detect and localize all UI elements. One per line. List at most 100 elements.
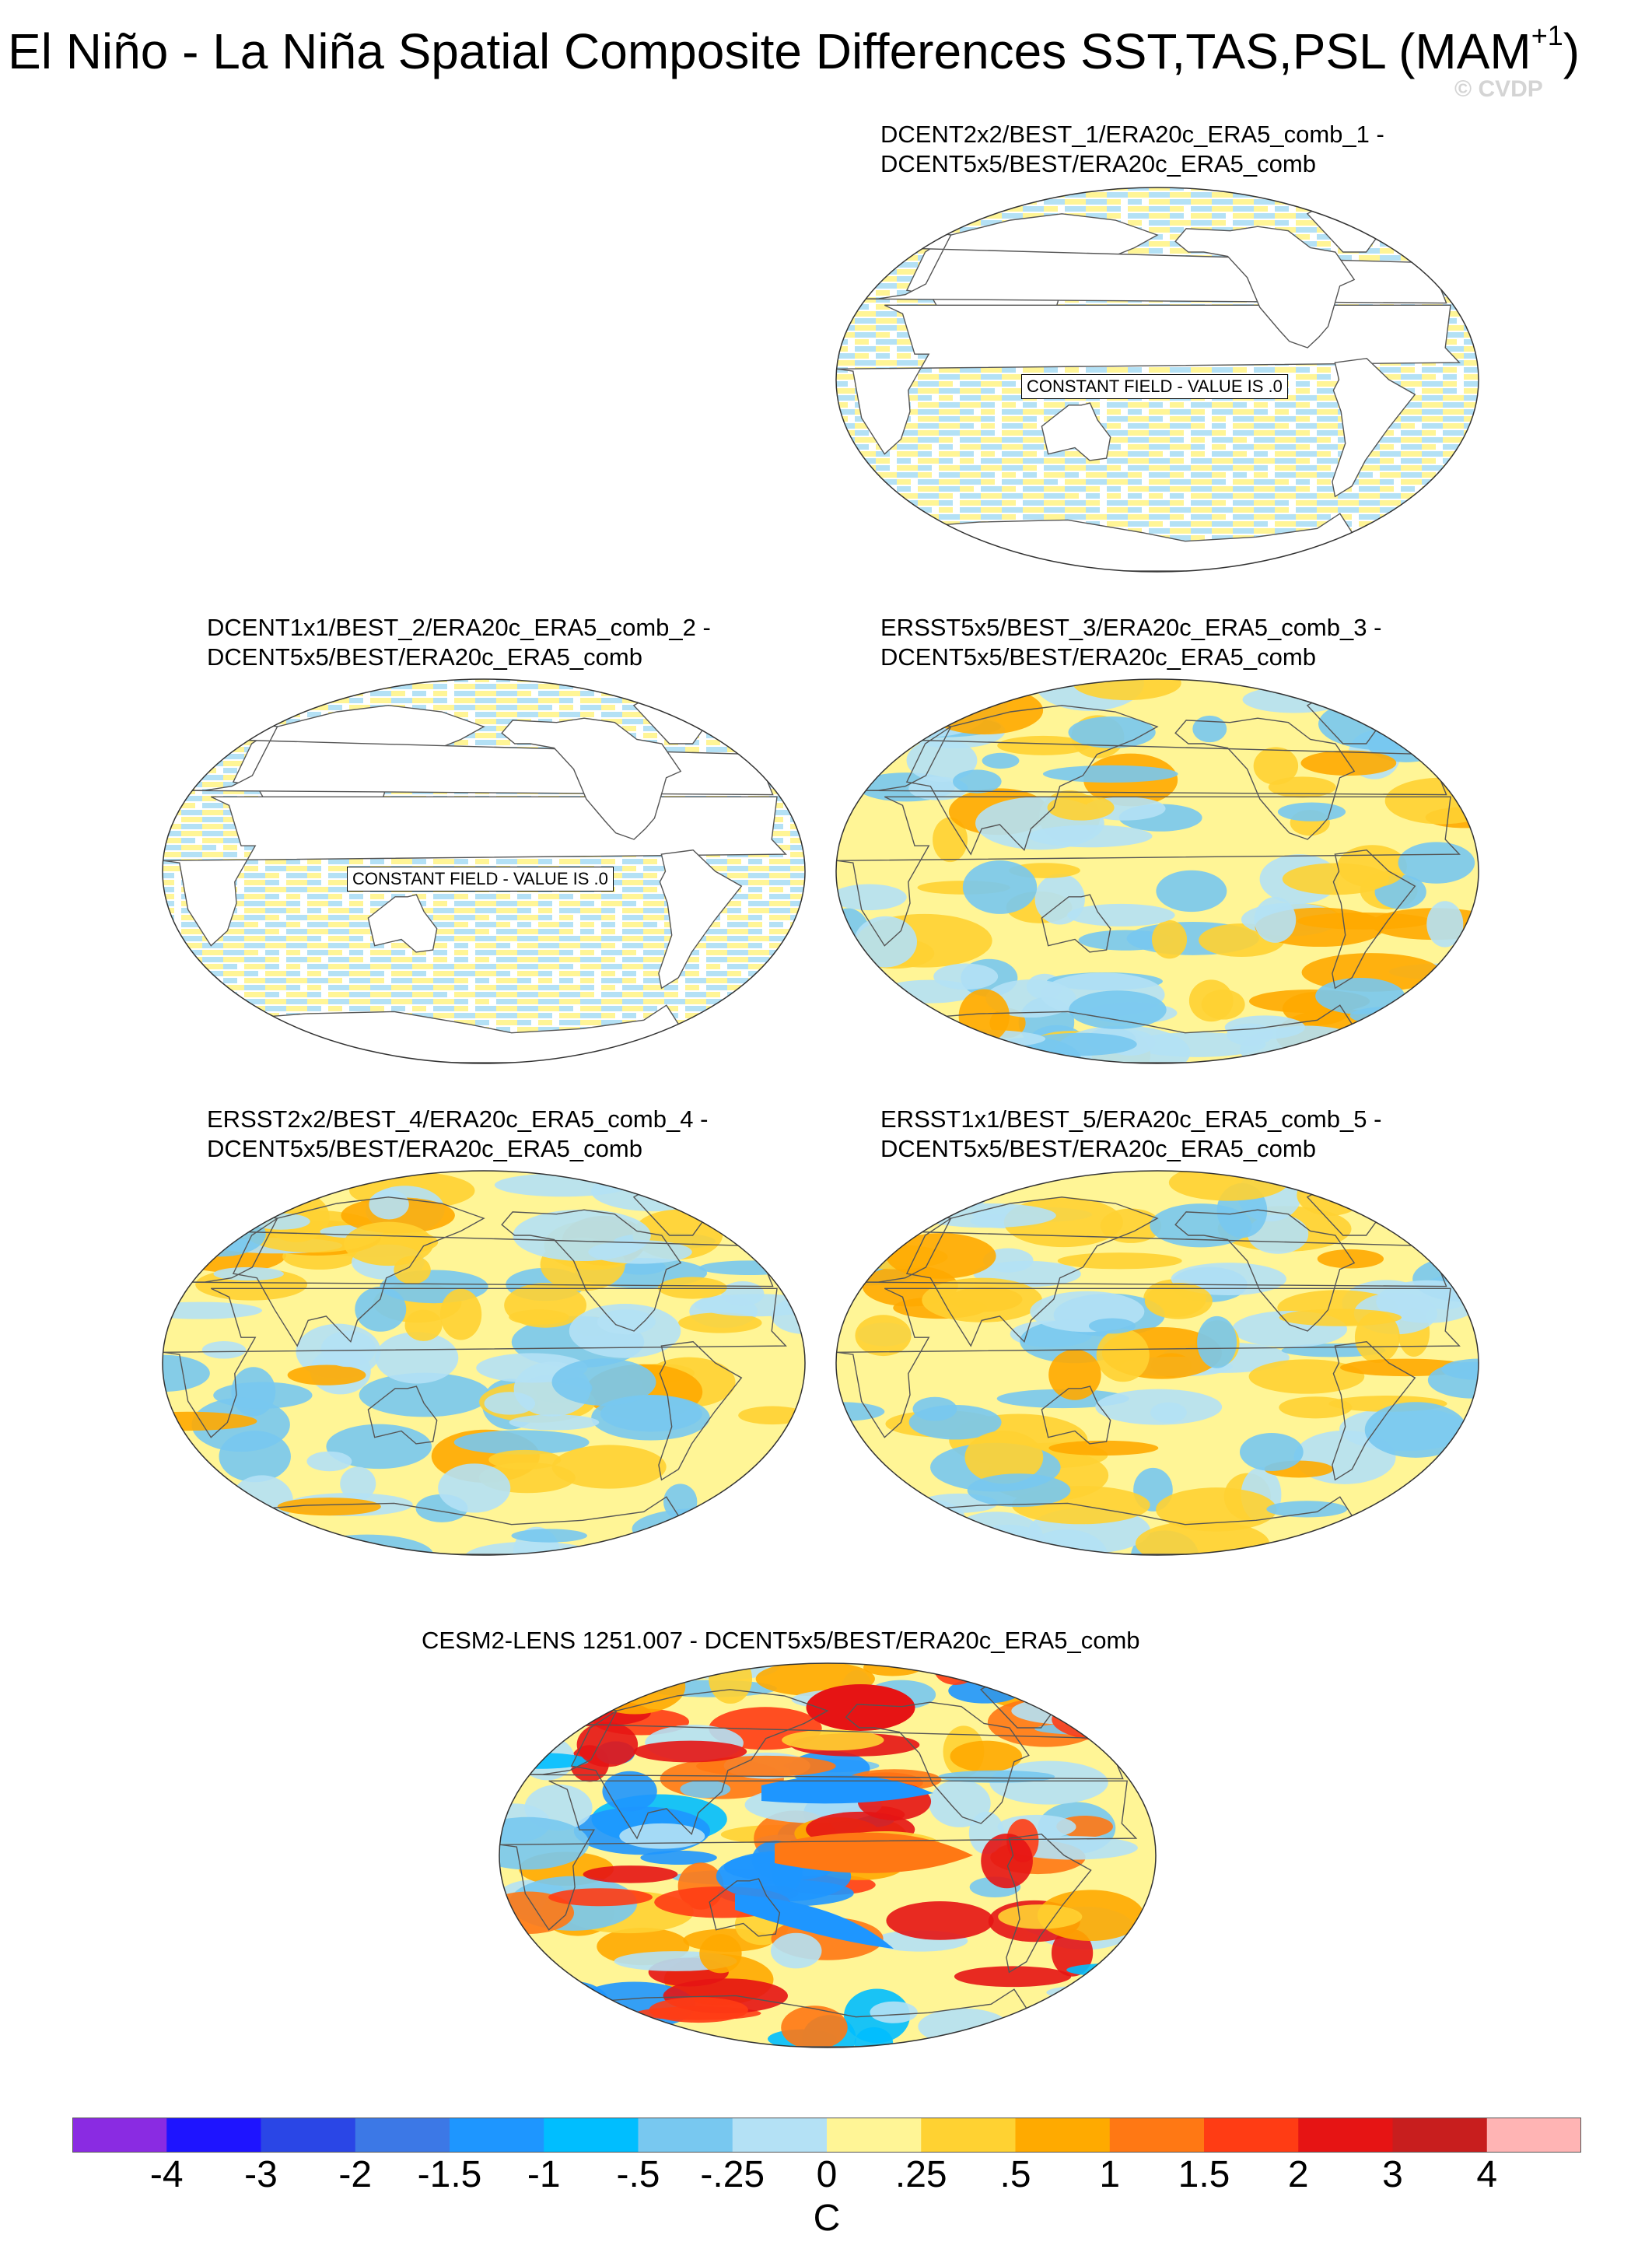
field-blob xyxy=(555,2020,651,2048)
value-cell xyxy=(1107,458,1135,464)
value-cell xyxy=(412,950,426,955)
value-cell xyxy=(1023,409,1044,415)
field-blob xyxy=(576,1722,639,1767)
value-cell xyxy=(855,290,869,296)
value-cell xyxy=(580,985,594,990)
value-cell xyxy=(918,192,932,198)
value-cell xyxy=(1044,206,1058,212)
value-cell xyxy=(1422,381,1450,387)
field-blob xyxy=(1448,1203,1479,1250)
value-cell xyxy=(433,684,447,689)
value-cell xyxy=(1422,472,1436,478)
value-cell xyxy=(622,1055,636,1060)
field-blob xyxy=(213,1382,313,1409)
value-cell xyxy=(223,754,244,759)
value-cell xyxy=(1359,514,1387,520)
field-blob xyxy=(1017,2015,1126,2048)
value-cell xyxy=(706,1048,720,1053)
value-cell xyxy=(1338,507,1366,513)
value-cell xyxy=(1464,353,1478,359)
value-cell xyxy=(960,479,988,485)
value-cell xyxy=(475,999,489,1004)
value-cell xyxy=(836,234,862,240)
value-cell xyxy=(1086,367,1114,373)
value-cell xyxy=(517,992,538,997)
value-cell xyxy=(897,241,911,247)
field-blob xyxy=(509,1309,569,1325)
value-cell xyxy=(1149,402,1163,408)
value-cell xyxy=(939,388,967,394)
value-cell xyxy=(1149,409,1170,415)
value-cell xyxy=(1107,402,1128,408)
value-cell xyxy=(727,691,755,696)
value-cell xyxy=(265,943,293,948)
value-cell xyxy=(1212,423,1226,429)
value-cell xyxy=(244,1027,265,1032)
value-cell xyxy=(1380,220,1394,226)
value-cell xyxy=(1002,206,1023,212)
value-cell xyxy=(265,999,286,1004)
value-cell xyxy=(1254,409,1268,415)
field-blob xyxy=(340,1466,376,1501)
value-cell xyxy=(496,922,510,927)
value-cell xyxy=(748,859,762,864)
map-border xyxy=(499,1662,1157,2048)
value-cell xyxy=(855,521,869,527)
value-cell xyxy=(286,929,314,934)
value-cell xyxy=(1086,465,1107,471)
value-cell xyxy=(1401,199,1422,205)
value-cell xyxy=(265,691,293,696)
value-cell xyxy=(1443,472,1471,478)
value-cell xyxy=(1380,444,1394,450)
value-cell xyxy=(223,775,237,780)
value-cell xyxy=(475,733,503,738)
value-cell xyxy=(769,1006,783,1011)
value-cell xyxy=(244,985,265,990)
value-cell xyxy=(181,740,195,745)
value-cell xyxy=(433,950,447,955)
value-cell xyxy=(580,1006,601,1011)
value-cell xyxy=(538,943,566,948)
value-cell xyxy=(265,985,293,990)
value-cell xyxy=(1086,206,1107,212)
value-cell xyxy=(349,901,363,906)
value-cell xyxy=(1464,395,1479,401)
value-cell xyxy=(685,957,699,962)
value-cell xyxy=(727,915,748,920)
value-cell xyxy=(163,747,188,752)
value-cell xyxy=(580,698,601,703)
field-blob xyxy=(551,1445,667,1489)
value-cell xyxy=(1422,255,1436,261)
value-cell xyxy=(1086,472,1114,478)
value-cell xyxy=(1422,458,1436,464)
value-cell xyxy=(769,679,783,682)
value-cell xyxy=(836,458,855,464)
value-cell xyxy=(727,908,741,913)
value-cell xyxy=(876,283,897,289)
value-cell xyxy=(1422,570,1436,572)
value-cell xyxy=(1443,325,1464,331)
value-cell xyxy=(643,733,657,738)
field-blob xyxy=(1011,1697,1137,1725)
value-cell xyxy=(897,528,925,534)
value-cell xyxy=(559,684,573,689)
value-cell xyxy=(1296,388,1310,394)
value-cell xyxy=(1149,493,1163,499)
value-cell xyxy=(643,726,657,731)
value-cell xyxy=(244,950,258,955)
value-cell xyxy=(328,992,349,997)
value-cell xyxy=(1233,430,1254,436)
value-cell xyxy=(836,381,848,387)
value-cell xyxy=(769,733,783,738)
value-cell xyxy=(1296,241,1324,247)
value-cell xyxy=(1338,542,1366,548)
value-cell xyxy=(601,915,615,920)
value-cell xyxy=(1275,437,1296,443)
value-cell xyxy=(517,929,538,934)
value-cell xyxy=(223,705,237,710)
value-cell xyxy=(286,873,307,878)
value-cell xyxy=(349,971,377,976)
value-cell xyxy=(622,1048,650,1053)
land-africa xyxy=(500,1780,1138,1931)
value-cell xyxy=(163,901,174,906)
